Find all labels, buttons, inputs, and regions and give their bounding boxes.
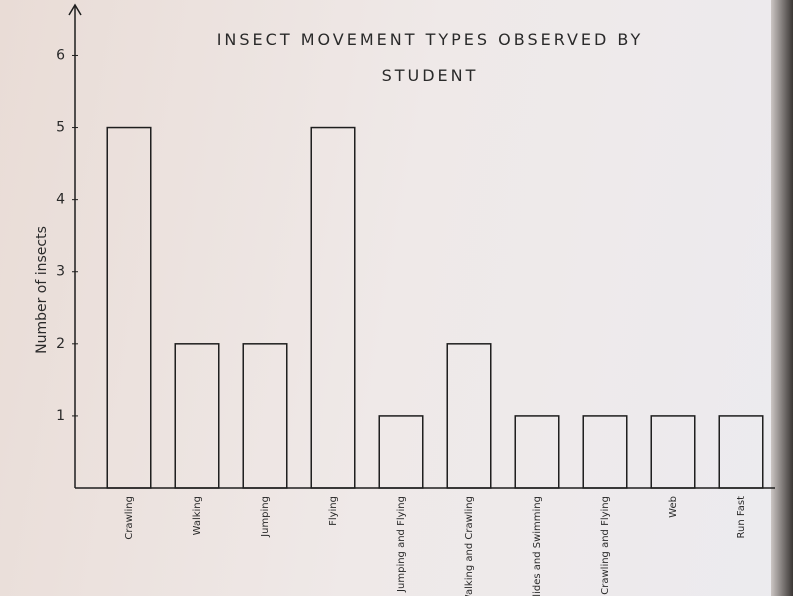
bar [446, 343, 492, 489]
table-edge [771, 0, 793, 596]
bar [718, 415, 764, 489]
y-tick-label: 3 [56, 264, 65, 280]
x-tick-label: Run Fast [736, 496, 747, 539]
x-tick-label: Jumping and Flying [396, 496, 407, 593]
y-axis-arrow [68, 3, 82, 16]
y-tick-label: 2 [56, 336, 65, 352]
x-tick-label: Crawling [124, 496, 135, 540]
x-tick-label: Web [668, 496, 679, 518]
x-tick-label: Walking [192, 496, 203, 535]
chart-title: INSECT MOVEMENT TYPES OBSERVED BY STUDEN… [216, 30, 644, 85]
x-tick-label: Walking and Crawling [464, 496, 475, 596]
bar [310, 126, 356, 489]
bar [378, 415, 424, 489]
bar [582, 415, 628, 489]
bar [242, 343, 288, 489]
x-tick-label: Flying [328, 496, 339, 526]
y-tick-label: 5 [56, 120, 65, 136]
y-tick-label: 1 [56, 408, 65, 424]
x-tick-label: Jumping [260, 496, 271, 538]
bar [106, 126, 152, 489]
bar [174, 343, 220, 489]
x-tick-label: Crawling and Flying [600, 496, 611, 595]
y-tick-label: 4 [56, 192, 65, 208]
x-tick-label: Slides and Swimming [532, 496, 543, 596]
y-axis-label: Number of insects [34, 226, 50, 354]
bar [514, 415, 560, 489]
y-tick-label: 6 [56, 47, 65, 63]
bar [650, 415, 696, 489]
